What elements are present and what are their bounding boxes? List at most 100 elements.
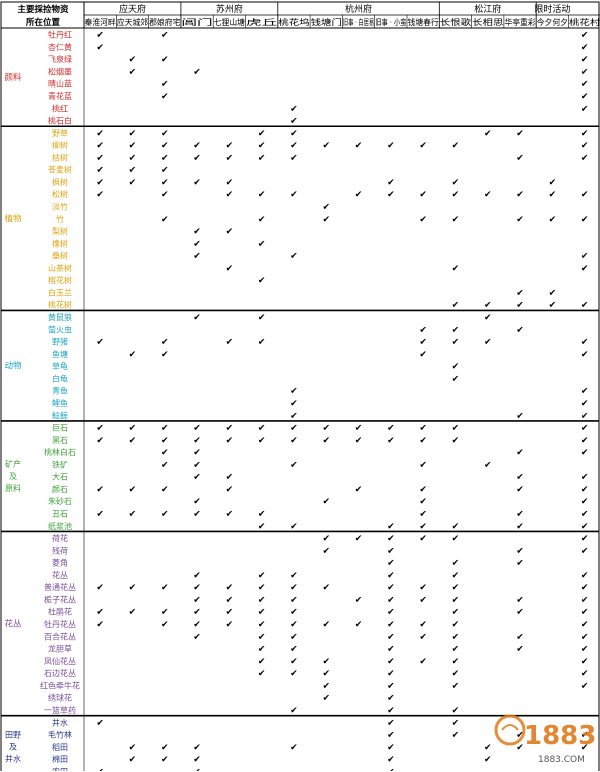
check-mark: ✔ [161, 153, 169, 163]
check-mark: ✔ [452, 362, 460, 372]
check-mark: ✔ [322, 215, 330, 225]
check-mark: ✔ [484, 338, 492, 348]
check-mark: ✔ [161, 460, 169, 470]
check-mark: ✔ [581, 632, 589, 642]
check-mark: ✔ [96, 190, 104, 200]
check-mark: ✔ [387, 571, 395, 581]
check-mark: ✔ [516, 411, 524, 421]
item-name: 毛竹林 [48, 730, 72, 740]
check-mark: ✔ [452, 731, 460, 741]
check-mark: ✔ [452, 215, 460, 225]
check-mark: ✔ [290, 104, 298, 114]
check-mark: ✔ [355, 485, 363, 495]
check-mark: ✔ [322, 534, 330, 544]
check-mark: ✔ [516, 559, 524, 569]
check-mark: ✔ [452, 657, 460, 667]
check-mark: ✔ [387, 178, 395, 188]
check-mark: ✔ [452, 669, 460, 679]
item-name: 大石 [52, 472, 68, 482]
check-mark: ✔ [290, 190, 298, 200]
item-name: 晴山蓝 [48, 79, 72, 89]
item-name: 松树 [52, 189, 68, 199]
check-mark: ✔ [452, 178, 460, 188]
category-label-part: 矿产 [5, 459, 21, 469]
check-mark: ✔ [96, 718, 104, 728]
check-mark: ✔ [96, 608, 104, 618]
check-mark: ✔ [161, 92, 169, 102]
check-mark: ✔ [549, 178, 557, 188]
category-label: 植物 [4, 213, 22, 224]
check-mark: ✔ [193, 509, 201, 519]
region-header: 苏州府 [216, 3, 243, 15]
check-mark: ✔ [387, 608, 395, 618]
check-mark: ✔ [452, 571, 460, 581]
check-mark: ✔ [516, 608, 524, 618]
check-mark: ✔ [96, 436, 104, 446]
place-header: 华亭重彩 [504, 17, 535, 27]
item-name: 桃红 [52, 103, 68, 113]
check-mark: ✔ [193, 141, 201, 151]
check-mark: ✔ [322, 681, 330, 691]
check-mark: ✔ [387, 718, 395, 728]
check-mark: ✔ [484, 743, 492, 753]
check-mark: ✔ [419, 485, 427, 495]
item-name: 鱼塘 [52, 349, 68, 359]
check-mark: ✔ [258, 583, 266, 593]
item-name: 草龟 [52, 361, 68, 371]
item-name: 桃花树 [48, 300, 72, 310]
check-mark: ✔ [322, 546, 330, 556]
place-header: 虎丘 [246, 17, 277, 27]
check-mark: ✔ [549, 215, 557, 225]
check-mark: ✔ [452, 718, 460, 728]
check-mark: ✔ [290, 608, 298, 618]
check-mark: ✔ [193, 620, 201, 630]
check-mark: ✔ [258, 129, 266, 139]
check-mark: ✔ [226, 485, 234, 495]
check-mark: ✔ [387, 559, 395, 569]
item-name: 颜石 [52, 484, 68, 494]
check-mark: ✔ [161, 448, 169, 458]
check-mark: ✔ [96, 620, 104, 630]
check-mark: ✔ [387, 595, 395, 605]
check-mark: ✔ [516, 301, 524, 311]
check-mark: ✔ [161, 424, 169, 434]
check-mark: ✔ [96, 166, 104, 176]
check-mark: ✔ [226, 595, 234, 605]
check-mark: ✔ [322, 620, 330, 630]
watermark-url: 1883.COM [538, 755, 585, 765]
item-name: 栀子花丛 [44, 594, 76, 604]
check-mark: ✔ [226, 153, 234, 163]
check-mark: ✔ [129, 55, 137, 65]
table-title-line1: 主要採捡物资 [17, 4, 69, 15]
check-mark: ✔ [581, 583, 589, 593]
check-mark: ✔ [516, 743, 524, 753]
item-name: 稻田 [52, 742, 68, 752]
item-name: 牡丹花丛 [44, 619, 76, 629]
check-mark: ✔ [161, 55, 169, 65]
check-mark: ✔ [581, 67, 589, 77]
check-mark: ✔ [484, 129, 492, 139]
check-mark: ✔ [129, 67, 137, 77]
check-mark: ✔ [419, 350, 427, 360]
check-mark: ✔ [581, 104, 589, 114]
check-mark: ✔ [193, 497, 201, 507]
check-mark: ✔ [161, 215, 169, 225]
check-mark: ✔ [452, 645, 460, 655]
check-mark: ✔ [96, 424, 104, 434]
check-mark: ✔ [419, 424, 427, 434]
check-mark: ✔ [290, 522, 298, 532]
check-mark: ✔ [516, 645, 524, 655]
check-mark: ✔ [290, 141, 298, 151]
item-name: 苍麦树 [48, 165, 72, 175]
check-mark: ✔ [387, 694, 395, 704]
check-mark: ✔ [290, 595, 298, 605]
check-mark: ✔ [452, 436, 460, 446]
check-mark: ✔ [290, 153, 298, 163]
check-mark: ✔ [452, 559, 460, 569]
item-name: 龙胆草 [48, 644, 72, 654]
check-mark: ✔ [258, 509, 266, 519]
check-mark: ✔ [96, 141, 104, 151]
check-mark: ✔ [581, 620, 589, 630]
check-mark: ✔ [290, 706, 298, 716]
check-mark: ✔ [258, 313, 266, 323]
